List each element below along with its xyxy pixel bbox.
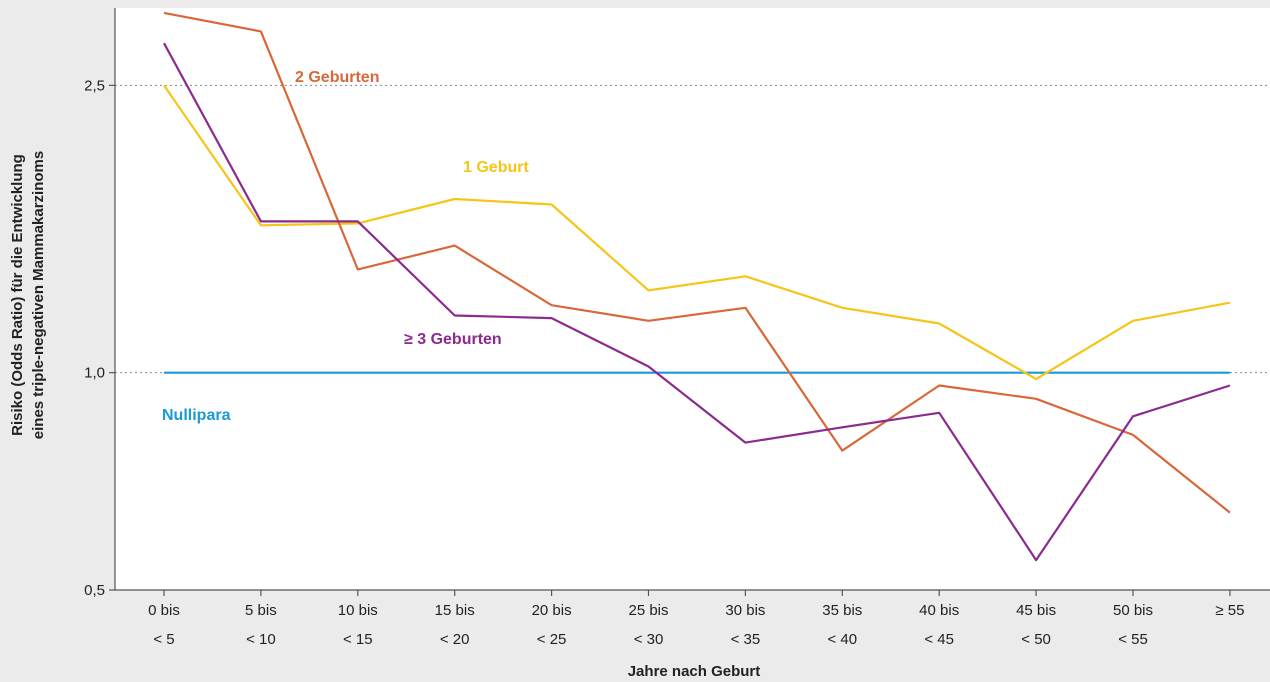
x-tick-label: 5 bis (245, 602, 277, 619)
x-tick-label: < 5 (153, 631, 174, 648)
x-ticks: 0 bis < 5 5 bis < 10 10 bis < 15 15 bis < 20 20 … (148, 590, 1244, 648)
y-tick-label: 1,0 (84, 365, 105, 382)
series-line-2-geburten (163, 11, 1231, 514)
x-tick-label: < 55 (1118, 631, 1148, 648)
x-tick-label: 0 bis (148, 602, 180, 619)
series-line-1-geburt (163, 84, 1231, 381)
y-tick-label: 0,5 (84, 582, 105, 599)
x-tick-label: 15 bis (435, 602, 475, 619)
y-ticks: 0,5 1,0 2,5 (84, 77, 115, 599)
x-tick-label: < 10 (246, 631, 276, 648)
x-tick-label: 25 bis (628, 602, 668, 619)
x-tick-label: < 15 (343, 631, 373, 648)
x-tick-label: 40 bis (919, 602, 959, 619)
x-tick-label: < 50 (1021, 631, 1051, 648)
axes (114, 8, 1270, 591)
y-axis-label-line2: eines triple-negativen Mammakarzinoms (30, 151, 47, 439)
series-line-3-geburten (163, 42, 1231, 562)
x-tick-label: 50 bis (1113, 602, 1153, 619)
x-tick-label: < 30 (634, 631, 664, 648)
y-tick-label: 2,5 (84, 77, 105, 94)
x-tick-label: < 20 (440, 631, 470, 648)
x-tick-label: 35 bis (822, 602, 862, 619)
x-tick-label: 30 bis (725, 602, 765, 619)
x-tick-label: < 45 (924, 631, 954, 648)
series-label-nullipara: Nullipara (162, 407, 231, 424)
x-tick-label: 20 bis (532, 602, 572, 619)
x-tick-label: ≥ 55 (1215, 602, 1244, 619)
series-label-2-geburten: 2 Geburten (295, 69, 379, 86)
series-label-1-geburt: 1 Geburt (463, 159, 529, 176)
x-tick-label: 45 bis (1016, 602, 1056, 619)
series-label-3-geburten: ≥ 3 Geburten (404, 331, 502, 348)
x-tick-label: 10 bis (338, 602, 378, 619)
series-lines (163, 11, 1231, 562)
y-axis-label-line1: Risiko (Odds Ratio) für die Entwicklung (9, 154, 26, 436)
x-tick-label: < 35 (731, 631, 761, 648)
x-axis-label: Jahre nach Geburt (628, 663, 761, 680)
plot-background (115, 8, 1270, 590)
x-tick-label: < 25 (537, 631, 567, 648)
x-tick-label: < 40 (827, 631, 857, 648)
